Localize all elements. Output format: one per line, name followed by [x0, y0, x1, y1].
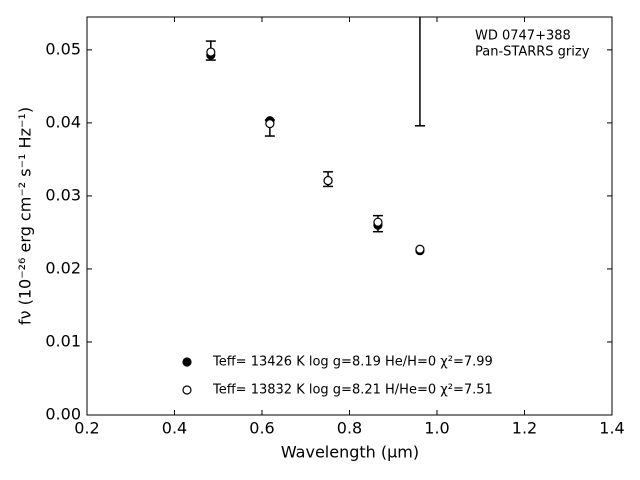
y-tick-label: 0.02: [45, 258, 81, 277]
model-point: [373, 217, 383, 227]
x-tick-label: 1.4: [599, 419, 624, 438]
x-tick-label: 0.4: [162, 419, 187, 438]
x-tick-label: 0.8: [337, 419, 362, 438]
model-point: [265, 119, 275, 129]
legend-label: Teff= 13832 K log g=8.21 H/He=0 χ²=7.51: [212, 383, 493, 398]
y-tick-label: 0.05: [45, 39, 81, 58]
model-point: [323, 175, 333, 186]
y-axis-label: fν (10⁻²⁶ erg cm⁻² s⁻¹ Hz⁻¹): [16, 107, 35, 325]
x-tick-label: 0.2: [74, 419, 99, 438]
x-tick-label: 1.0: [424, 419, 449, 438]
legend-label: Teff= 13426 K log g=8.19 He/H=0 χ²=7.99: [212, 355, 493, 370]
x-tick-label: 0.6: [249, 419, 274, 438]
x-tick-label: 1.2: [512, 419, 537, 438]
y-tick-label: 0.00: [45, 405, 81, 424]
model-point: [415, 244, 425, 254]
y-tick-label: 0.03: [45, 185, 81, 204]
x-axis-label: Wavelength (μm): [281, 443, 419, 462]
plot-area: [205, 17, 425, 256]
y-tick-label: 0.01: [45, 331, 81, 350]
legend-marker: [182, 385, 192, 395]
annotation: Pan-STARRS grizy: [475, 45, 590, 60]
annotation: WD 0747+388: [475, 29, 571, 44]
error-bar: [414, 17, 425, 127]
model-point: [206, 47, 216, 57]
legend-marker: [182, 357, 192, 367]
y-tick-label: 0.04: [45, 112, 81, 131]
